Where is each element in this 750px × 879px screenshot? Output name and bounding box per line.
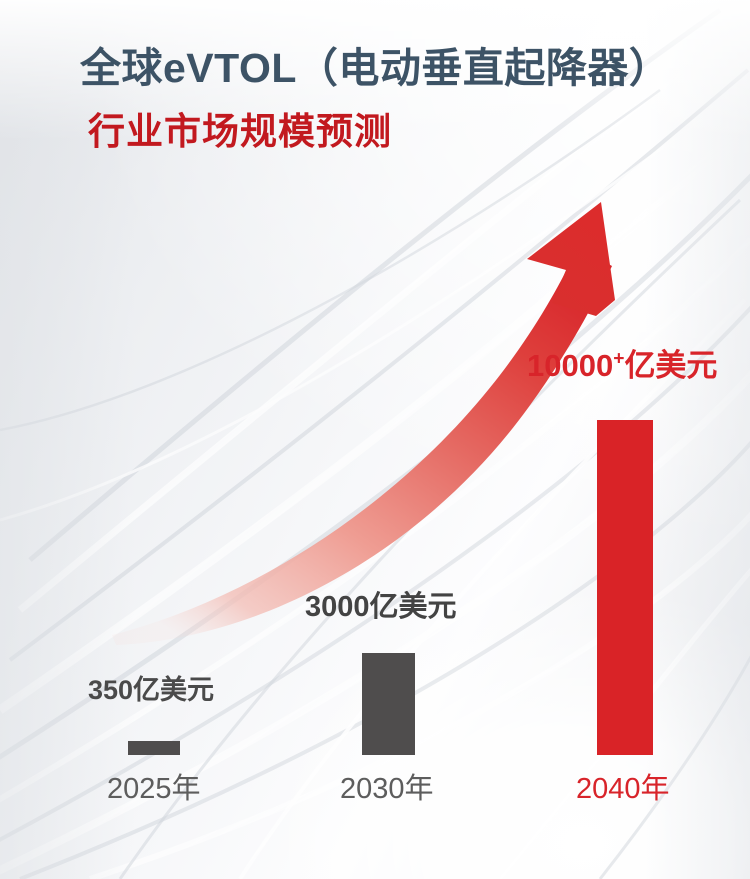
axis-label-2040: 2040年 — [576, 773, 670, 805]
heading-block: 全球eVTOL（电动垂直起降器） 行业市场规模预测 — [80, 44, 720, 154]
bar-value-number-2040: 10000 — [527, 348, 614, 383]
bar-value-plus-2040: + — [613, 348, 625, 370]
axis-label-2025: 2025年 — [107, 773, 201, 805]
page-subtitle: 行业市场规模预测 — [88, 111, 392, 153]
bar-value-label-2030: 3000亿美元 — [305, 591, 457, 623]
bar-value-label-2025: 350亿美元 — [88, 675, 215, 705]
axis-label-2030: 2030年 — [340, 773, 434, 805]
bar-2030 — [362, 653, 415, 755]
bar-value-label-2040: 10000+亿美元 — [527, 340, 717, 385]
bar-2025 — [128, 741, 180, 755]
bar-2040 — [597, 420, 653, 755]
bar-value-unit-2040: 亿美元 — [624, 348, 718, 383]
page-title: 全球eVTOL（电动垂直起降器） — [80, 45, 671, 91]
